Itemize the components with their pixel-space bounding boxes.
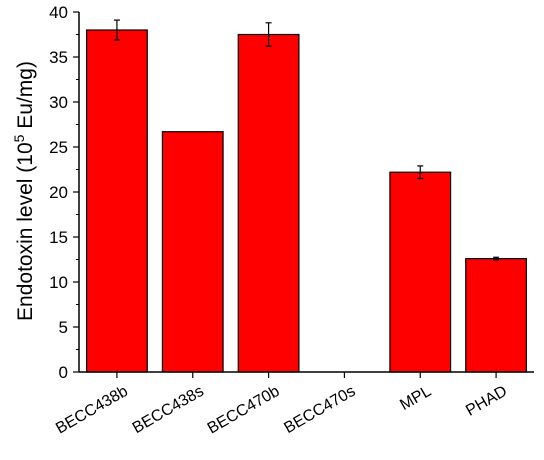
bars bbox=[85, 29, 528, 373]
bar-becc438b bbox=[85, 29, 148, 373]
y-tick-label: 35 bbox=[49, 48, 68, 67]
bar-becc438s bbox=[161, 131, 224, 373]
y-tick-label: 10 bbox=[49, 273, 68, 292]
error-bar-becc438b bbox=[113, 19, 120, 41]
y-tick-label: 0 bbox=[59, 363, 68, 382]
bar-becc470b bbox=[237, 33, 300, 373]
x-tick-label-mpl: MPL bbox=[397, 383, 434, 414]
x-tick-label-becc438b: BECC438b bbox=[53, 383, 131, 438]
error-bar-mpl bbox=[417, 165, 424, 180]
x-tick-label-becc438s: BECC438s bbox=[130, 383, 207, 437]
y-tick-label: 25 bbox=[49, 138, 68, 157]
y-tick-label: 40 bbox=[49, 3, 68, 22]
error-bar-becc470b bbox=[265, 22, 272, 47]
y-tick-label: 5 bbox=[59, 318, 68, 337]
bar-mpl bbox=[389, 171, 452, 373]
error-bar-phad bbox=[493, 256, 500, 261]
x-tick-label-becc470b: BECC470b bbox=[205, 383, 283, 438]
y-tick-label: 30 bbox=[49, 93, 68, 112]
y-tick-label: 20 bbox=[49, 183, 68, 202]
bar-phad bbox=[465, 258, 528, 373]
y-axis-title: Endotoxin level (105 Eu/mg) bbox=[11, 61, 37, 321]
y-tick-label: 15 bbox=[49, 228, 68, 247]
error-bars bbox=[113, 19, 500, 261]
x-tick-label-becc470s: BECC470s bbox=[281, 383, 358, 437]
x-tick-label-phad: PHAD bbox=[463, 383, 510, 420]
